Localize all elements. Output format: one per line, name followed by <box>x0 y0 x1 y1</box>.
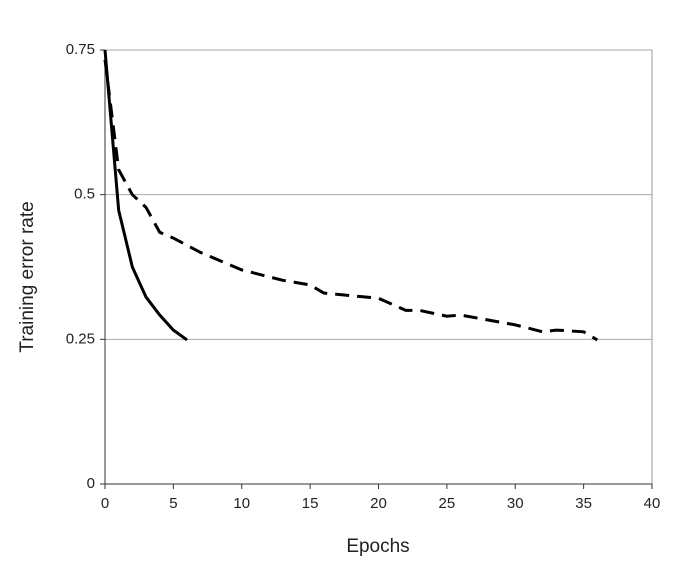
x-axis-label: Epochs <box>346 536 409 557</box>
plot-frame <box>104 49 653 485</box>
y-tick-label: 0.75 <box>66 41 95 58</box>
y-tick-label: 0.25 <box>66 330 95 347</box>
x-tick-label: 10 <box>233 495 250 512</box>
x-tick-label: 40 <box>644 495 661 512</box>
x-tick-label: 20 <box>370 495 387 512</box>
x-tick-label: 15 <box>302 495 319 512</box>
line-series <box>103 59 599 342</box>
x-tick-label: 30 <box>507 495 524 512</box>
y-axis-label: Training error rate <box>17 201 38 352</box>
y-tick-label: 0 <box>87 475 95 492</box>
x-tick-label: 0 <box>101 495 109 512</box>
x-tick-label: 35 <box>575 495 592 512</box>
x-tick-label: 5 <box>169 495 177 512</box>
line-series <box>103 49 188 342</box>
x-tick-label: 25 <box>439 495 456 512</box>
y-tick-label: 0.5 <box>74 186 95 203</box>
